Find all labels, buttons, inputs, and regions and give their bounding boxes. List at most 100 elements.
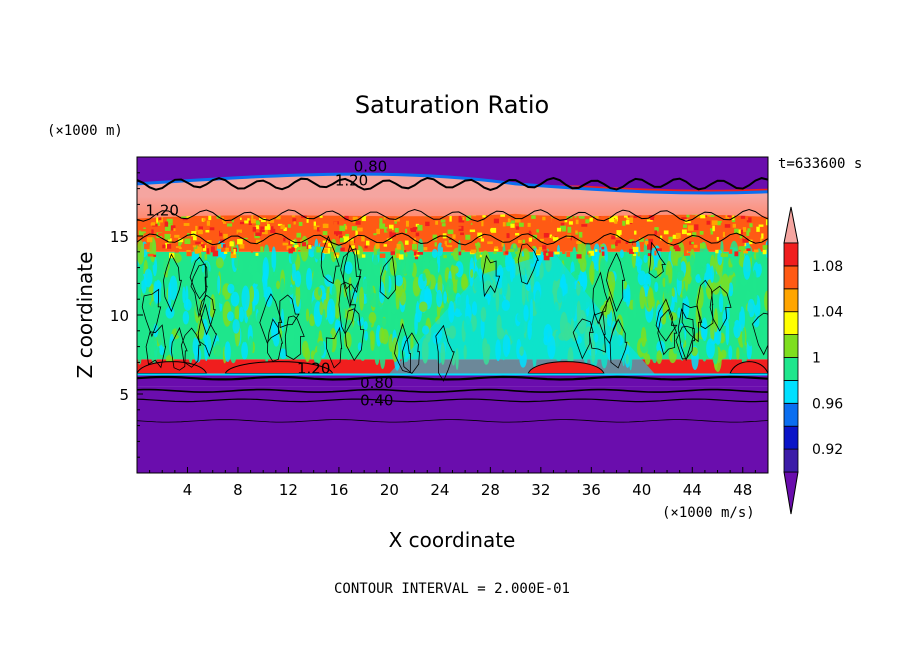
contour-line xyxy=(279,294,300,329)
field-cell xyxy=(283,237,286,242)
field-cell xyxy=(452,229,458,232)
field-cell xyxy=(404,249,407,253)
field-cell xyxy=(230,253,237,259)
field-cell xyxy=(412,227,419,230)
field-cell xyxy=(493,248,499,252)
field-cell xyxy=(376,228,381,235)
field-cell xyxy=(639,286,646,310)
field-cell xyxy=(308,244,312,249)
field-cell xyxy=(497,243,501,248)
field-cell xyxy=(518,222,524,227)
field-cell xyxy=(583,249,586,255)
field-cell xyxy=(717,220,722,226)
field-cell xyxy=(423,230,426,237)
field-cell xyxy=(365,252,372,278)
field-cell xyxy=(700,212,706,219)
field-cell xyxy=(579,213,585,219)
field-cell xyxy=(699,243,706,249)
field-cell xyxy=(217,243,222,249)
field-cell xyxy=(395,253,401,258)
field-cell xyxy=(333,215,340,222)
field-cell xyxy=(418,301,428,313)
contour-label: 0.80 xyxy=(354,157,387,175)
field-cell xyxy=(337,231,343,235)
field-cell xyxy=(375,243,380,249)
field-cell xyxy=(493,218,500,224)
field-cell xyxy=(730,303,737,316)
field-cell xyxy=(691,241,695,245)
lower-lens-2 xyxy=(527,361,605,374)
cloud-base-band xyxy=(137,373,768,376)
field-cell xyxy=(622,217,627,221)
field-cell xyxy=(682,287,687,299)
field-cell xyxy=(146,291,152,304)
field-cell xyxy=(319,227,322,231)
field-cell xyxy=(699,267,705,280)
field-cell xyxy=(432,234,438,241)
field-cell xyxy=(601,251,605,256)
field-cell xyxy=(153,254,157,257)
field-cell xyxy=(359,286,365,311)
field-cell xyxy=(160,304,164,320)
field-cell xyxy=(386,228,393,232)
field-cell xyxy=(193,219,196,223)
field-cell xyxy=(223,214,227,220)
field-cell xyxy=(327,242,333,247)
field-cell xyxy=(552,237,559,241)
field-cell xyxy=(722,231,725,238)
field-cell xyxy=(269,219,275,223)
y-axis-ticks: 5 10 15 xyxy=(110,172,143,458)
field-cell xyxy=(638,237,644,242)
field-cell xyxy=(305,308,310,322)
field-cell xyxy=(234,230,238,236)
field-cell xyxy=(145,324,155,344)
field-cell xyxy=(458,215,462,220)
field-cell xyxy=(732,223,736,228)
field-cell xyxy=(686,263,691,278)
field-cell xyxy=(156,217,159,223)
field-cell xyxy=(169,275,178,301)
field-cell xyxy=(545,224,551,230)
contour-line xyxy=(338,281,357,335)
field-cell xyxy=(293,221,296,225)
field-cell xyxy=(390,232,396,237)
contour-line xyxy=(588,311,606,353)
field-cell xyxy=(709,228,713,231)
field-cell xyxy=(389,231,393,237)
field-cell xyxy=(219,230,225,233)
field-cell xyxy=(280,224,285,230)
field-cell xyxy=(150,222,156,226)
field-cell xyxy=(671,287,675,299)
field-cell xyxy=(206,220,211,226)
contour-line xyxy=(752,312,768,356)
contour-line xyxy=(709,285,732,332)
x-tick-label: 44 xyxy=(683,481,702,499)
field-cell xyxy=(227,283,235,294)
field-cell xyxy=(350,240,355,245)
field-cell xyxy=(753,290,758,306)
field-cell xyxy=(656,248,662,252)
field-cell xyxy=(250,218,256,224)
field-cell xyxy=(736,347,740,361)
x-tick-label: 48 xyxy=(733,481,752,499)
field-cell xyxy=(661,316,667,325)
field-cell xyxy=(704,214,707,218)
field-cell xyxy=(226,225,231,229)
field-cell xyxy=(599,225,603,230)
field-cell xyxy=(720,253,725,257)
field-cell xyxy=(452,234,456,239)
field-cell xyxy=(355,220,361,225)
field-cell xyxy=(606,224,611,229)
field-cell xyxy=(640,326,647,347)
field-cell xyxy=(313,221,317,226)
field-cell xyxy=(417,224,423,231)
field-cell xyxy=(654,227,659,232)
field-cell xyxy=(619,274,623,286)
field-cell xyxy=(740,246,746,251)
field-cell xyxy=(230,291,240,307)
field-cell xyxy=(560,222,565,229)
field-cell xyxy=(491,227,497,233)
field-cell xyxy=(292,218,297,222)
field-cell xyxy=(436,289,443,308)
field-cell xyxy=(651,343,658,364)
